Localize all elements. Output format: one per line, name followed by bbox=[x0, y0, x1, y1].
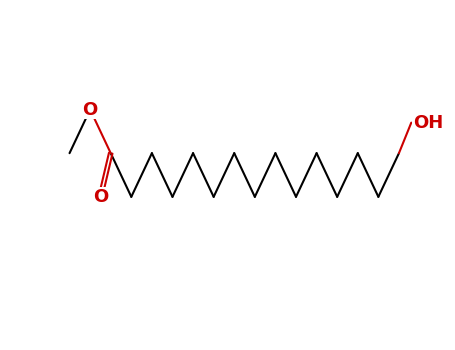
Text: O: O bbox=[93, 188, 108, 206]
Text: O: O bbox=[82, 100, 98, 119]
Text: OH: OH bbox=[413, 114, 444, 132]
